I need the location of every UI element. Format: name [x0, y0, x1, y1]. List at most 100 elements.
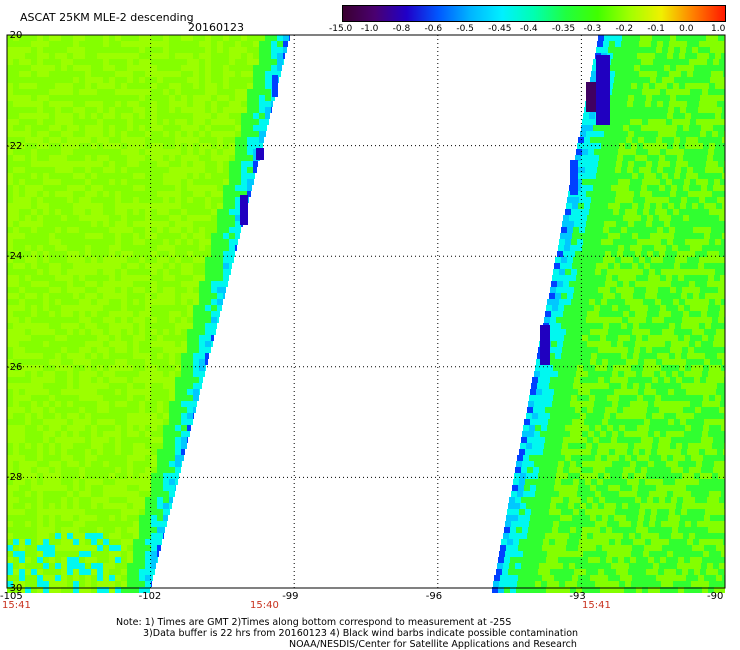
swath-left-cell — [145, 239, 151, 245]
swath-right-cell — [612, 119, 618, 125]
swath-left-cell — [217, 209, 223, 215]
swath-right-cell — [719, 311, 725, 317]
swath-right-cell — [659, 185, 665, 191]
swath-left-cell — [85, 575, 91, 581]
swath-left-cell — [103, 137, 109, 143]
swath-left-cell — [121, 89, 127, 95]
swath-left-cell — [85, 485, 91, 491]
swath-left-cell — [37, 281, 43, 287]
swath-left-cell — [145, 299, 151, 305]
swath-left-cell — [205, 89, 211, 95]
swath-right-cell — [596, 47, 602, 53]
swath-right-cell — [645, 257, 651, 263]
swath-right-cell — [651, 197, 657, 203]
swath-left-cell — [253, 41, 259, 47]
swath-left-cell — [163, 287, 169, 293]
swath-left-cell — [13, 59, 19, 65]
swath-left-cell — [139, 131, 145, 137]
swath-right-cell — [709, 83, 715, 89]
swath-left-cell — [61, 95, 67, 101]
swath-left-cell — [145, 479, 151, 485]
swath-right-cell — [650, 47, 656, 53]
swath-right-cell — [569, 311, 575, 317]
swath-right-cell — [535, 365, 541, 371]
swath-right-cell — [620, 329, 626, 335]
swath-right-cell — [636, 89, 642, 95]
swath-left-cell — [67, 71, 73, 77]
swath-left-cell — [169, 227, 175, 233]
swath-left-cell — [241, 185, 247, 191]
swath-left-cell — [49, 257, 55, 263]
swath-left-cell — [37, 41, 43, 47]
swath-right-cell — [698, 107, 704, 113]
swath-left-cell — [55, 227, 61, 233]
swath-left-cell — [181, 281, 187, 287]
swath-right-cell — [717, 197, 723, 203]
swath-right-cell — [584, 389, 590, 395]
swath-left-cell — [127, 143, 133, 149]
swath-left-cell — [181, 323, 187, 329]
swath-right-cell — [687, 353, 693, 359]
swath-left-cell — [109, 311, 115, 317]
swath-left-cell — [175, 353, 181, 359]
swath-left-cell — [61, 479, 67, 485]
swath-left-cell — [85, 503, 91, 509]
swath-left-cell — [241, 101, 247, 107]
swath-left-cell — [133, 575, 139, 581]
swath-right-cell — [668, 389, 674, 395]
swath-left-cell — [91, 551, 97, 557]
swath-left-cell — [61, 77, 67, 83]
swath-left-cell — [109, 305, 115, 311]
swath-left-cell — [31, 545, 37, 551]
colorbar-label: -0.4 — [520, 24, 538, 34]
swath-left-cell — [163, 101, 169, 107]
swath-left-cell — [61, 503, 67, 509]
swath-left-cell — [19, 521, 25, 527]
swath-left-cell — [55, 479, 61, 485]
swath-right-cell — [637, 239, 643, 245]
swath-left-cell — [175, 479, 178, 485]
swath-right-cell — [593, 311, 599, 317]
swath-left-cell — [55, 383, 61, 389]
swath-right-cell — [644, 359, 650, 365]
swath-left-cell — [103, 503, 109, 509]
swath-right-cell — [639, 41, 645, 47]
swath-left-cell — [97, 473, 103, 479]
swath-left-cell — [97, 269, 103, 275]
colorbar-label: -0.8 — [392, 24, 411, 34]
swath-right-cell — [642, 245, 648, 251]
swath-left-cell — [139, 437, 145, 443]
swath-left-cell — [127, 173, 133, 179]
swath-right-cell — [703, 269, 709, 275]
swath-left-cell — [91, 521, 97, 527]
swath-left-cell — [121, 47, 127, 53]
swath-right-cell — [588, 371, 594, 377]
swath-left-cell — [157, 419, 163, 425]
swath-left-cell — [151, 545, 157, 551]
swath-left-cell — [187, 245, 193, 251]
swath-left-cell — [115, 227, 121, 233]
swath-right-cell — [655, 209, 661, 215]
swath-right-cell — [722, 233, 725, 239]
swath-left-cell — [283, 53, 285, 59]
swath-left-cell — [7, 101, 13, 107]
swath-left-cell — [193, 377, 199, 383]
swath-right-cell — [669, 353, 675, 359]
swath-left-cell — [187, 317, 193, 323]
swath-left-cell — [37, 137, 43, 143]
swath-left-cell — [193, 227, 199, 233]
swath-right-cell — [537, 383, 543, 389]
swath-left-cell — [217, 251, 223, 257]
swath-left-cell — [175, 287, 181, 293]
swath-right-cell — [585, 227, 591, 233]
swath-right-cell — [559, 299, 565, 305]
swath-right-cell — [700, 347, 706, 353]
swath-left-cell — [13, 353, 19, 359]
swath-right-cell — [687, 167, 693, 173]
swath-left-cell — [157, 107, 163, 113]
swath-left-cell — [91, 425, 97, 431]
swath-left-cell — [163, 143, 169, 149]
swath-left-cell — [211, 221, 217, 227]
swath-left-cell — [271, 59, 277, 65]
swath-right-cell — [720, 305, 725, 311]
